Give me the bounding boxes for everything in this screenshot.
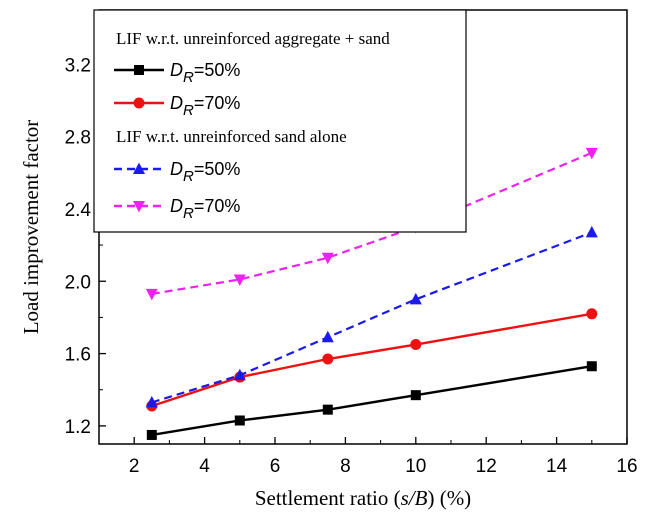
y-tick-label: 2.4: [65, 200, 92, 221]
x-tick-label: 8: [340, 456, 351, 477]
legend-entry-3: DR=70%: [114, 196, 240, 222]
series-2: [145, 225, 598, 408]
y-axis-title: Load improvement factor: [19, 120, 43, 335]
x-tick-label: 2: [129, 456, 140, 477]
legend: LIF w.r.t. unreinforced aggregate + sand…: [93, 9, 467, 233]
legend-label: DR=70%: [170, 93, 240, 119]
data-point: [145, 395, 158, 408]
legend-group-title: LIF w.r.t. unreinforced sand alone: [116, 127, 347, 146]
data-point: [321, 252, 334, 265]
legend-entry-2: DR=50%: [114, 159, 240, 185]
ticks-layer: 2 4 6 8 10 12 14 16 1.2 1.6 2.0 2.4 2.8 3.2: [65, 27, 638, 477]
series-layer: [145, 147, 598, 440]
data-point: [585, 147, 598, 160]
x-tick-label: 16: [616, 456, 637, 477]
legend-marker: [133, 97, 145, 109]
y-tick-label: 2.0: [65, 272, 91, 293]
data-point: [586, 308, 598, 320]
legend-marker: [133, 162, 145, 174]
series-0: [146, 361, 597, 440]
y-tick-label: 3.2: [65, 55, 91, 76]
y-tick-label: 1.6: [65, 345, 91, 366]
data-point: [233, 368, 246, 381]
y-tick-label: 1.2: [65, 417, 91, 438]
series-1: [146, 308, 598, 412]
data-point: [233, 274, 246, 286]
series-line: [151, 312, 593, 408]
legend-entry-1: DR=70%: [114, 93, 240, 119]
series-line: [151, 151, 593, 295]
x-tick-label: 14: [546, 456, 568, 477]
legend-box: [93, 9, 467, 233]
data-point: [409, 292, 422, 305]
data-point: [322, 404, 333, 415]
y-tick-label: 2.8: [65, 128, 91, 149]
legend-group-title: LIF w.r.t. unreinforced aggregate + sand: [116, 29, 390, 48]
data-point: [234, 415, 245, 426]
data-point: [145, 288, 158, 301]
data-point: [410, 339, 422, 351]
data-point: [410, 390, 421, 401]
series-line: [151, 365, 592, 437]
legend-label: DR=70%: [170, 196, 240, 222]
legend-label: DR=50%: [170, 60, 240, 86]
legend-entries: DR=50% DR=70% DR=50% DR=70%: [114, 60, 240, 222]
x-tick-label: 4: [199, 456, 210, 477]
data-point: [322, 353, 334, 365]
x-tick-label: 6: [270, 456, 281, 477]
x-tick-label: 10: [405, 456, 426, 477]
data-point: [585, 225, 598, 238]
x-tick-label: 12: [476, 456, 497, 477]
x-axis-title: Settlement ratio (s/B) (%): [255, 486, 471, 510]
data-point: [321, 330, 334, 343]
legend-marker: [133, 201, 145, 213]
legend-label: DR=50%: [170, 159, 240, 185]
data-point: [146, 429, 157, 440]
legend-entry-0: DR=50%: [114, 60, 240, 86]
data-point: [586, 361, 597, 372]
legend-marker: [134, 65, 144, 75]
